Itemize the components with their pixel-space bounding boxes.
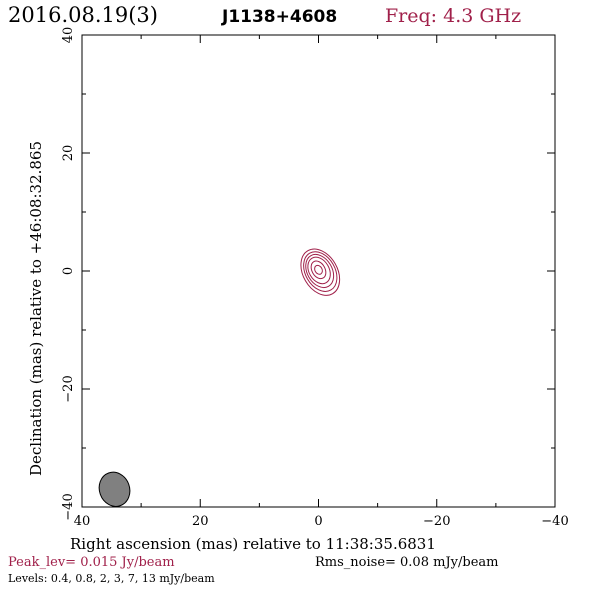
contour-level-0-4 <box>300 248 341 296</box>
contour-level-0-8 <box>303 251 338 292</box>
x-tick-label: 0 <box>314 514 322 529</box>
beam-group <box>98 471 131 507</box>
contour-level-3 <box>307 256 331 285</box>
x-axis-label: Right ascension (mas) relative to 11:38:… <box>70 535 436 553</box>
y-tick-label: 20 <box>61 145 76 162</box>
peak-level: Peak_lev= 0.015 Jy/beam <box>8 555 175 570</box>
beam-ellipse <box>98 471 131 507</box>
contour-level-13 <box>314 264 323 275</box>
header-source: J1138+4608 <box>221 7 337 27</box>
y-tick-labels: −40 −20 0 20 40 <box>61 27 76 521</box>
plot-frame <box>81 34 556 508</box>
y-tick-label: 40 <box>61 27 76 44</box>
contour-level-2 <box>305 253 335 289</box>
x-tick-label: 20 <box>192 514 209 529</box>
y-tick-label: 0 <box>61 267 76 275</box>
x-tick-labels: 40 20 0 −20 −40 <box>74 514 569 529</box>
contour-levels: Levels: 0.4, 0.8, 2, 3, 7, 13 mJy/beam <box>8 572 215 585</box>
contour-group <box>300 248 341 296</box>
header-date: 2016.08.19(3) <box>8 3 158 27</box>
x-tick-label: −40 <box>541 514 568 529</box>
x-tick-label: 40 <box>74 514 91 529</box>
contour-level-7 <box>310 260 327 280</box>
y-axis-label: Declination (mas) relative to +46:08:32.… <box>27 141 45 476</box>
header-frequency: Freq: 4.3 GHz <box>385 5 521 27</box>
y-tick-label: −20 <box>61 375 76 402</box>
x-tick-label: −20 <box>423 514 450 529</box>
axis-ticks <box>81 34 556 508</box>
rms-noise: Rms_noise= 0.08 mJy/beam <box>315 555 498 570</box>
y-tick-label: −40 <box>61 493 76 520</box>
